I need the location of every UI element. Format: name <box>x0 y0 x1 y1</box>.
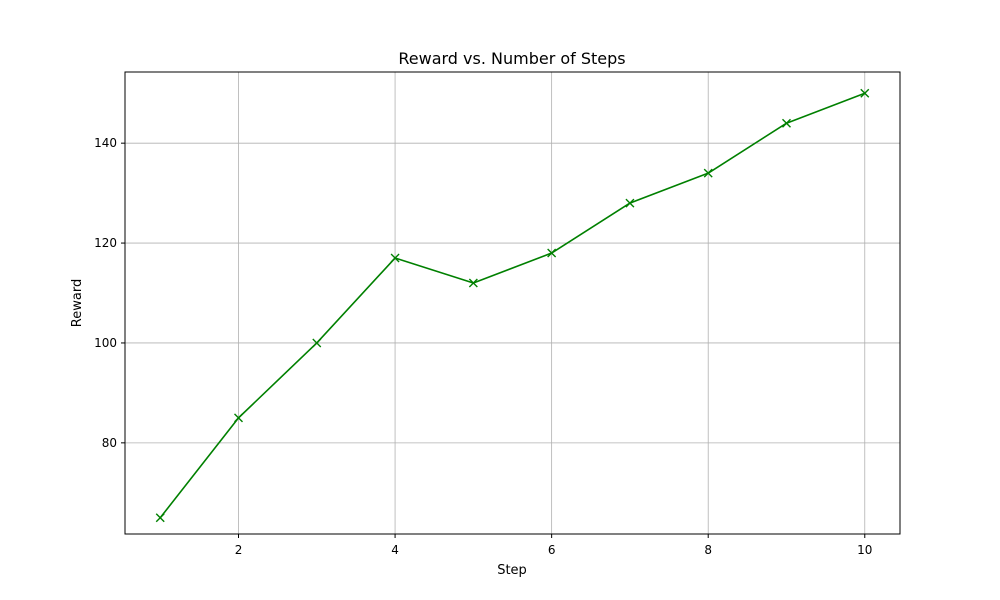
data-point-0-0 <box>155 513 165 523</box>
data-point-0-9 <box>860 88 870 98</box>
x-tick-label-1: 4 <box>391 543 399 557</box>
data-point-0-8 <box>781 118 791 128</box>
axis-ticks: 2 4 6 8 10 80 100 120 140 <box>94 136 872 557</box>
data-point-0-6 <box>625 198 635 208</box>
y-tick-label-1: 100 <box>94 336 117 350</box>
y-axis-label: Reward <box>70 279 85 327</box>
chart-title: Reward vs. Number of Steps <box>398 49 625 68</box>
data-point-0-2 <box>312 338 322 348</box>
data-point-0-1 <box>234 413 244 423</box>
y-tick-label-2: 120 <box>94 236 117 250</box>
data-point-0-3 <box>390 253 400 263</box>
x-tick-label-3: 8 <box>704 543 712 557</box>
series-layer <box>155 88 870 523</box>
data-point-0-7 <box>703 168 713 178</box>
series-line-0 <box>159 92 866 519</box>
x-axis-label: Step <box>497 563 527 578</box>
x-tick-label-4: 10 <box>857 543 872 557</box>
y-tick-label-3: 140 <box>94 136 117 150</box>
data-point-0-5 <box>547 248 557 258</box>
gridlines <box>125 72 900 534</box>
y-tick-label-0: 80 <box>102 436 117 450</box>
data-point-0-4 <box>468 278 478 288</box>
plot-frame <box>124 71 901 535</box>
x-tick-label-2: 6 <box>548 543 556 557</box>
x-tick-label-0: 2 <box>235 543 243 557</box>
